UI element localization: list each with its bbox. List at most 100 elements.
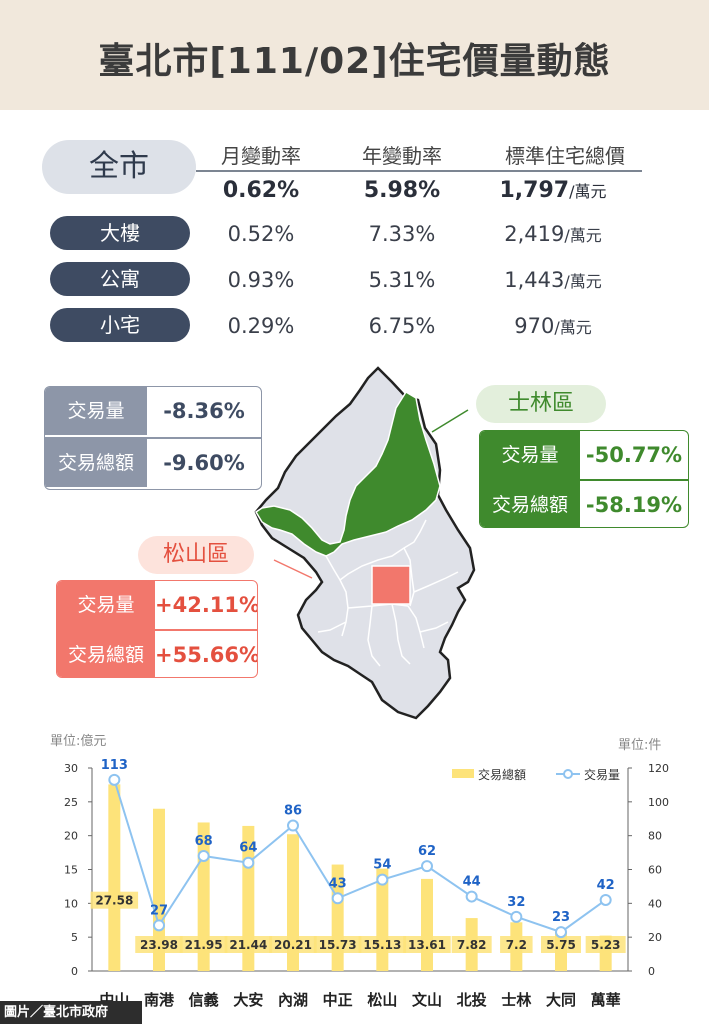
volume-value-label: 62	[418, 844, 436, 859]
bar-value-label: 15.73	[319, 938, 357, 952]
bar-value-bg	[269, 936, 317, 953]
legend-bar-swatch	[452, 769, 474, 778]
total-label: 全市	[42, 140, 196, 194]
shilin-vol-value: -50.77%	[585, 443, 683, 467]
small-price-value: 970	[514, 314, 555, 338]
small-price: 970/萬元	[478, 314, 628, 338]
songshan-vol-label: 交易量	[57, 581, 155, 629]
legend-bar-label: 交易總額	[478, 767, 526, 782]
bar-value-bg	[90, 891, 139, 909]
volume-value-label: 64	[239, 841, 257, 856]
header-divider	[196, 170, 642, 172]
small-monthly: 0.29%	[227, 314, 295, 338]
bar-value-bg	[403, 936, 451, 953]
songshan-tag: 松山區	[138, 536, 254, 574]
volume-point	[555, 926, 567, 939]
volume-point	[599, 893, 612, 906]
citywide-amt-label: 交易總額	[45, 439, 147, 487]
songshan-amt-label: 交易總額	[57, 631, 155, 677]
left-tick-label: 0	[71, 965, 78, 978]
right-tick-label: 20	[648, 931, 662, 944]
small-yearly: 6.75%	[368, 314, 436, 338]
citywide-change-box: 交易量 -8.36% 交易總額 -9.60%	[44, 386, 262, 490]
volume-value-label: 68	[195, 834, 213, 849]
volume-point	[197, 849, 210, 862]
bar-value-bg	[179, 936, 228, 953]
shilin-vol-label: 交易量	[480, 431, 580, 479]
volume-value-label: 43	[329, 876, 347, 891]
volume-point	[510, 910, 523, 923]
volume-point	[153, 919, 165, 932]
bar-value-label: 20.21	[274, 938, 312, 952]
apartment-yearly: 5.31%	[368, 268, 436, 292]
bar-value-label: 23.98	[140, 938, 178, 952]
map-city-outline	[254, 366, 476, 720]
songshan-amt-value: +55.66%	[155, 643, 258, 667]
total-monthly: 0.62%	[222, 178, 300, 203]
row-label-tower: 大樓	[50, 216, 190, 250]
apartment-price-value: 1,443	[504, 268, 565, 292]
volume-value-label: 44	[463, 875, 481, 890]
bar-文山	[421, 878, 433, 971]
bar-value-bg	[500, 936, 533, 953]
shilin-change-box: 交易量 -50.77% 交易總額 -58.19%	[479, 430, 689, 528]
volume-point	[376, 873, 389, 886]
apartment-monthly: 0.93%	[227, 268, 295, 292]
district-transaction-chart: 單位:億元 單位:件 0 5 10 15 20 25 30 0 20 40 60 80 100 120 27…	[50, 733, 669, 1009]
volume-value-label: 27	[150, 903, 168, 918]
bar-value-bg	[358, 936, 407, 953]
bar-value-label: 27.58	[95, 894, 133, 908]
bar-value-label: 5.75	[546, 938, 576, 952]
bar-value-label: 21.44	[229, 938, 267, 952]
shilin-amt-label: 交易總額	[480, 481, 580, 527]
bar-value-label: 15.13	[363, 938, 401, 952]
total-price-value: 1,797	[499, 178, 570, 203]
songshan-change-box: 交易量 +42.11% 交易總額 +55.66%	[56, 580, 258, 678]
left-axis-unit: 單位:億元	[50, 733, 106, 749]
row-label-small: 小宅	[50, 308, 190, 342]
total-price: 1,797/萬元	[478, 178, 628, 203]
volume-value-label: 32	[507, 895, 525, 910]
bar-value-bg	[224, 936, 273, 953]
volume-value-label: 86	[284, 804, 302, 819]
category-label-南港: 南港	[144, 991, 175, 1009]
volume-value-label: 54	[373, 858, 391, 873]
header-banner: 臺北市[111/02]住宅價量動態	[0, 0, 709, 110]
legend-line-label: 交易量	[584, 767, 620, 782]
volume-point	[108, 773, 121, 786]
small-price-unit: /萬元	[554, 318, 592, 337]
right-tick-label: 80	[648, 830, 662, 843]
bar-value-bg	[313, 936, 362, 953]
volume-value-label: 113	[101, 758, 128, 773]
category-label-信義: 信義	[189, 991, 219, 1009]
volume-line	[113, 779, 607, 934]
right-tick-label: 60	[648, 864, 662, 877]
shilin-amt-value: -58.19%	[585, 493, 683, 517]
category-label-萬華: 萬華	[591, 991, 621, 1009]
tower-price-value: 2,419	[504, 222, 565, 246]
category-label-士林: 士林	[501, 991, 532, 1009]
left-tick-label: 5	[71, 931, 78, 944]
col-head-monthly: 月變動率	[221, 144, 301, 168]
left-tick-label: 15	[64, 864, 78, 877]
shilin-tag: 士林區	[476, 385, 606, 423]
bar-value-bg	[541, 936, 581, 953]
legend-line-marker	[563, 769, 573, 779]
taipei-district-map	[254, 366, 476, 720]
right-tick-label: 120	[648, 762, 669, 775]
apartment-price-unit: /萬元	[564, 272, 602, 291]
songshan-divider	[57, 629, 257, 631]
bar-value-bg	[135, 936, 183, 953]
citywide-vol-label: 交易量	[45, 387, 147, 435]
map-shilin-district	[254, 390, 441, 557]
volume-point	[242, 856, 255, 869]
col-head-price: 標準住宅總價	[505, 144, 625, 168]
songshan-connector	[273, 559, 313, 579]
category-label-內湖: 內湖	[278, 991, 308, 1009]
songshan-vol-value: +42.11%	[155, 593, 258, 617]
shilin-connector	[431, 409, 469, 433]
page-title: 臺北市[111/02]住宅價量動態	[98, 41, 611, 82]
right-tick-label: 40	[648, 897, 662, 910]
citywide-vol-value: -8.36%	[163, 399, 245, 423]
volume-value-label: 23	[552, 910, 570, 925]
